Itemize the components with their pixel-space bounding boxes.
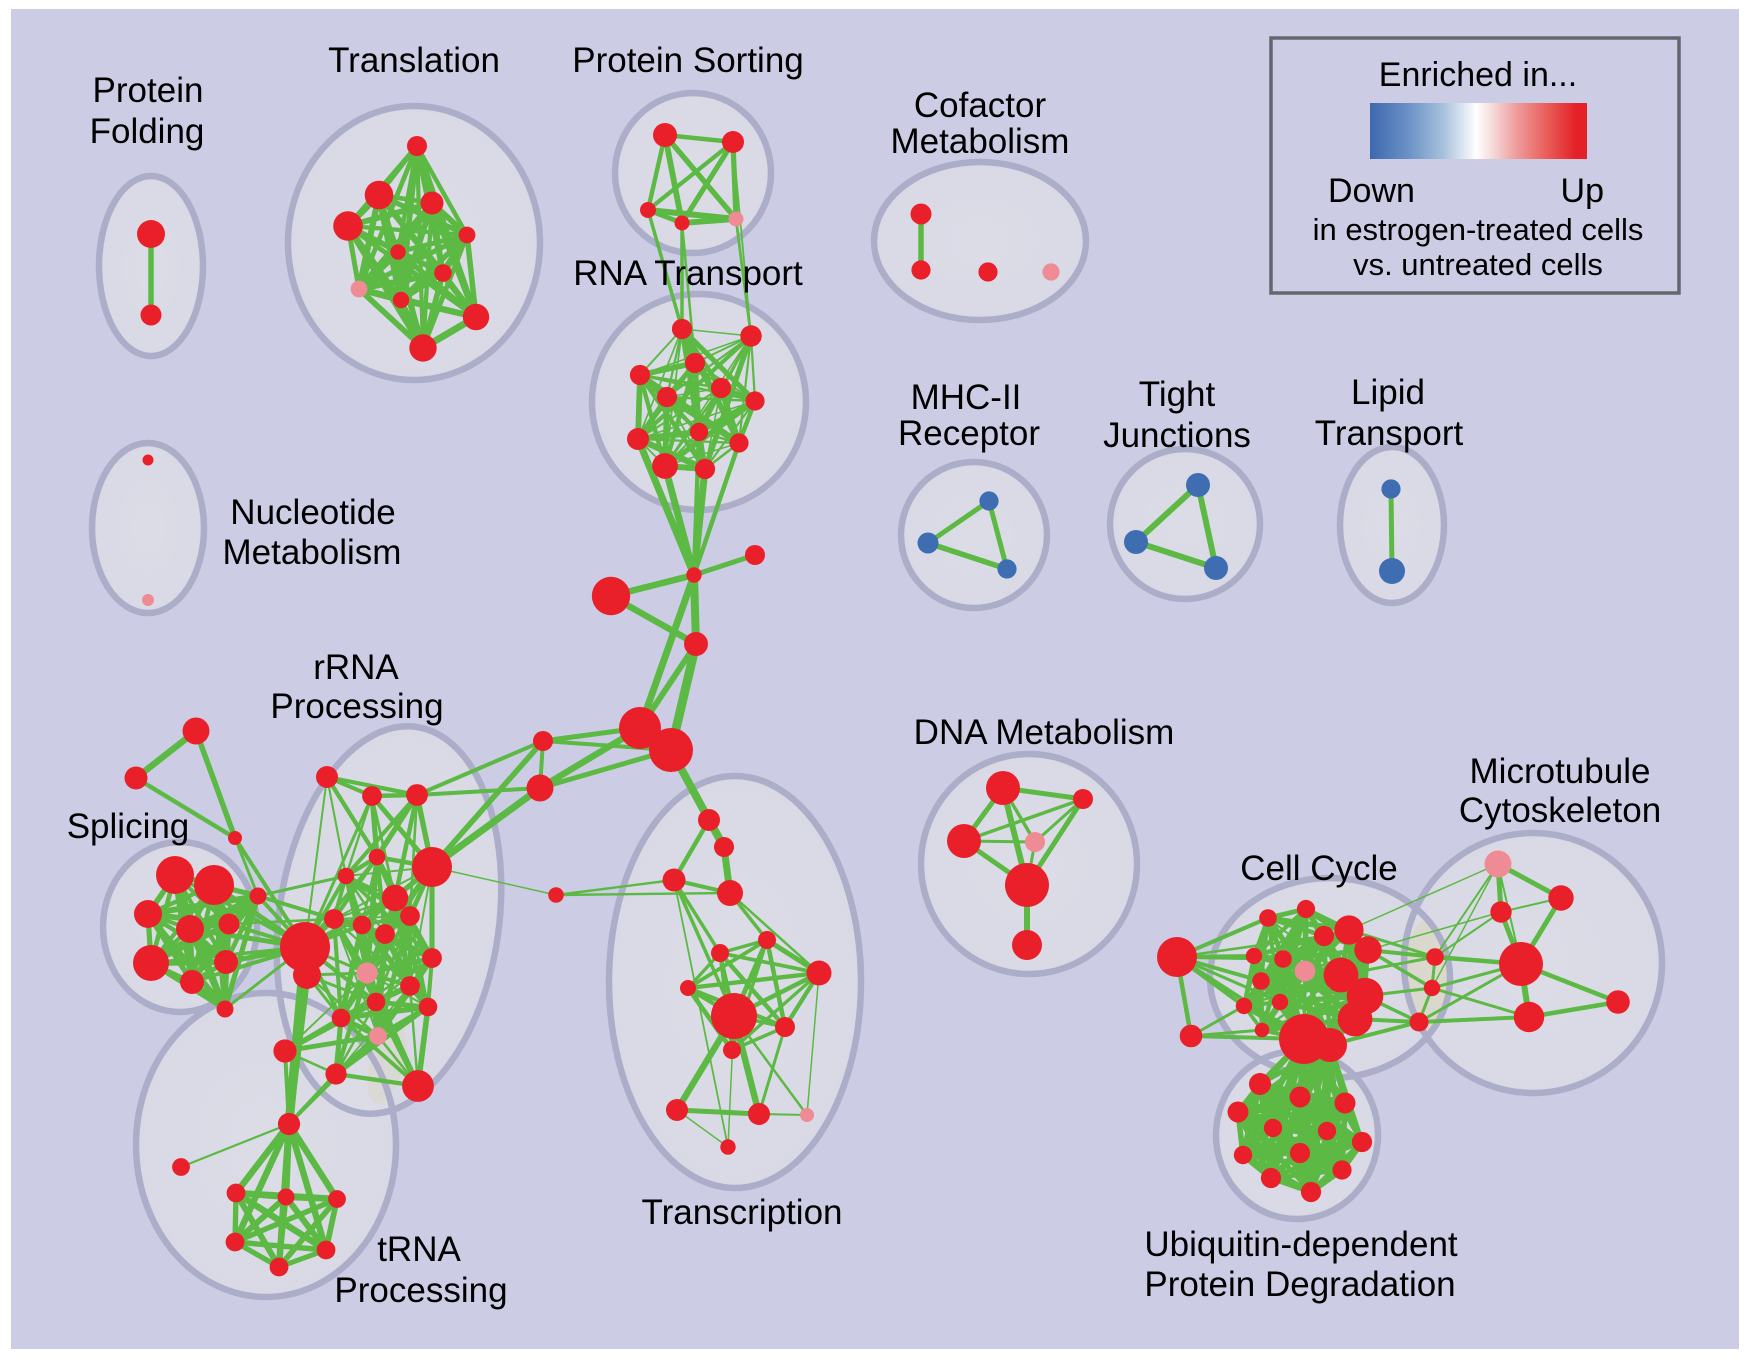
svg-text:Metabolism: Metabolism bbox=[891, 122, 1070, 161]
svg-text:Folding: Folding bbox=[90, 112, 205, 151]
svg-text:Enriched in...: Enriched in... bbox=[1379, 56, 1577, 94]
svg-text:Receptor: Receptor bbox=[898, 414, 1040, 453]
svg-text:Transcription: Transcription bbox=[642, 1193, 843, 1232]
svg-text:tRNA: tRNA bbox=[377, 1230, 461, 1269]
svg-text:in estrogen-treated cells: in estrogen-treated cells bbox=[1313, 212, 1644, 247]
svg-text:Translation: Translation bbox=[328, 41, 500, 80]
svg-text:Metabolism: Metabolism bbox=[223, 533, 402, 572]
svg-text:Splicing: Splicing bbox=[67, 807, 190, 846]
svg-text:Protein Sorting: Protein Sorting bbox=[572, 41, 804, 80]
svg-text:vs. untreated cells: vs. untreated cells bbox=[1353, 247, 1603, 282]
svg-text:Lipid: Lipid bbox=[1351, 373, 1425, 412]
svg-text:rRNA: rRNA bbox=[313, 648, 399, 687]
svg-text:Microtubule: Microtubule bbox=[1470, 752, 1651, 791]
svg-text:Transport: Transport bbox=[1315, 414, 1464, 453]
svg-text:Processing: Processing bbox=[270, 687, 443, 726]
svg-text:Tight: Tight bbox=[1139, 375, 1216, 414]
svg-text:Cofactor: Cofactor bbox=[914, 86, 1047, 125]
svg-text:Up: Up bbox=[1561, 172, 1604, 210]
svg-text:DNA Metabolism: DNA Metabolism bbox=[914, 713, 1175, 752]
svg-text:RNA Transport: RNA Transport bbox=[573, 254, 803, 293]
svg-text:Ubiquitin-dependent: Ubiquitin-dependent bbox=[1144, 1225, 1458, 1264]
svg-text:Cytoskeleton: Cytoskeleton bbox=[1459, 791, 1661, 830]
svg-text:Protein Degradation: Protein Degradation bbox=[1144, 1265, 1455, 1304]
svg-text:Nucleotide: Nucleotide bbox=[230, 493, 395, 532]
svg-text:Cell Cycle: Cell Cycle bbox=[1240, 849, 1398, 888]
svg-text:Processing: Processing bbox=[334, 1271, 507, 1310]
svg-text:Junctions: Junctions bbox=[1103, 416, 1251, 455]
svg-text:Down: Down bbox=[1328, 172, 1415, 210]
svg-text:MHC-II: MHC-II bbox=[911, 378, 1022, 417]
svg-text:Protein: Protein bbox=[93, 71, 204, 110]
